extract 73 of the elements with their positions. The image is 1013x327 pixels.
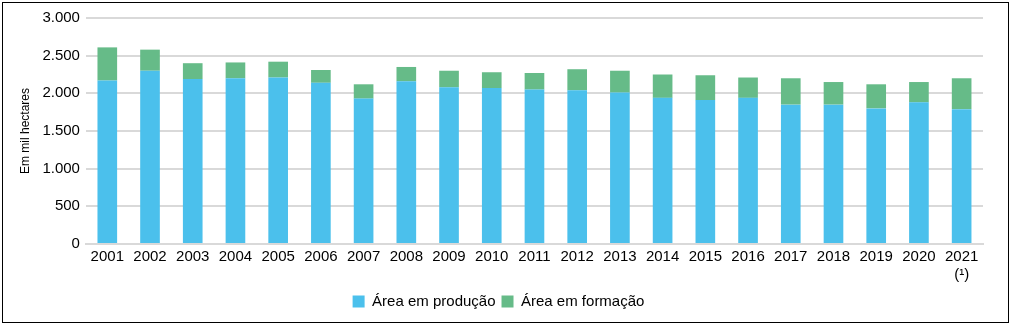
x-tick-label: 2020 (902, 247, 936, 265)
y-tick-label: 500 (54, 196, 80, 214)
bar (780, 78, 801, 105)
y-tick-label: 3.000 (42, 8, 80, 26)
bar (823, 104, 844, 243)
bar (738, 77, 758, 98)
bar (140, 49, 160, 71)
bar (951, 78, 972, 110)
bar (439, 70, 459, 88)
bar (182, 79, 203, 243)
x-tick-label: 2014 (645, 247, 680, 265)
x-tick-label: 2005 (261, 247, 295, 265)
bar (182, 63, 203, 80)
bar (97, 47, 118, 81)
bar (909, 82, 929, 103)
bar (439, 87, 459, 243)
legend-label: Área em produção (372, 291, 496, 309)
bar (738, 97, 758, 243)
bar (610, 92, 630, 243)
y-tick-label: 1.500 (42, 121, 80, 139)
bar (225, 62, 246, 79)
x-tick-label: 2008 (389, 247, 423, 265)
x-tick-label: 2013 (603, 247, 637, 265)
legend-label: Área em formação (521, 291, 645, 309)
x-tick-label: 2002 (133, 247, 167, 265)
bar (97, 80, 118, 243)
bar (311, 69, 331, 83)
bar (652, 74, 673, 98)
y-axis-title: Em mil hectares (17, 87, 32, 175)
bar (140, 70, 160, 243)
x-tick-label: 2017 (774, 247, 808, 265)
bar (268, 61, 288, 78)
bar (225, 78, 246, 243)
bar (396, 66, 417, 82)
bar (353, 98, 374, 243)
x-tick-label: 2004 (218, 247, 253, 265)
x-tick-label: 2011 (518, 247, 551, 265)
bar (481, 72, 502, 89)
bar (610, 70, 630, 93)
x-tick-label: 2003 (176, 247, 210, 265)
bar (866, 108, 887, 243)
bar (909, 102, 929, 243)
bar (524, 89, 545, 243)
y-tick-label: 1.000 (42, 158, 80, 176)
bar (353, 84, 374, 99)
bar (481, 88, 502, 243)
bar (695, 100, 716, 243)
bar (396, 81, 417, 243)
x-tick-label: 2009 (432, 247, 466, 265)
x-tick-label: 2007 (346, 247, 381, 265)
y-tick-label: 2.000 (42, 83, 80, 101)
x-tick-label: 2015 (688, 247, 723, 265)
bar (866, 84, 887, 109)
x-tick-label: 2016 (731, 247, 765, 265)
bar (823, 82, 844, 105)
bar (780, 104, 801, 243)
x-tick-label: 2010 (475, 247, 509, 265)
y-tick-label: 2.500 (42, 45, 80, 63)
x-tick-label: 2018 (816, 247, 851, 265)
x-tick-label: 2006 (304, 247, 338, 265)
bar (652, 97, 673, 243)
bar (567, 90, 588, 243)
bar (524, 72, 545, 90)
x-tick-label: 2012 (560, 247, 594, 265)
bar (695, 75, 716, 101)
x-tick-label: 2019 (859, 247, 893, 265)
bar (268, 77, 288, 243)
y-tick-label: 0 (71, 234, 80, 252)
bar (951, 109, 972, 243)
x-tick-label: 2021 (¹) (944, 247, 979, 283)
bar (311, 82, 331, 243)
bar (567, 69, 588, 91)
x-tick-label: 2001 (90, 247, 124, 265)
